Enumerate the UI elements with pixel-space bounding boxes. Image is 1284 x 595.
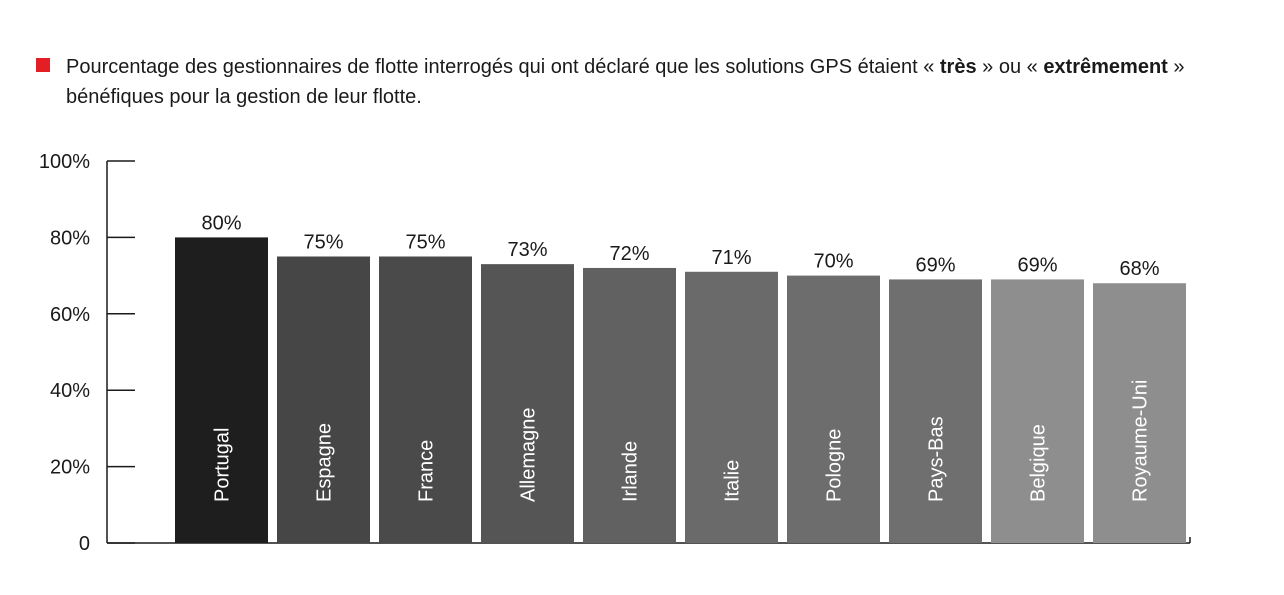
legend-text-part1: Pourcentage des gestionnaires de flotte …	[66, 56, 940, 78]
bar-espagne	[277, 256, 370, 543]
legend-swatch	[36, 58, 50, 72]
bar-royaume-uni	[1093, 283, 1186, 543]
category-label: Pologne	[824, 429, 846, 502]
bar-irlande	[583, 267, 676, 543]
data-label: 73%	[507, 239, 547, 261]
category-label: France	[416, 440, 438, 502]
category-label: Allemagne	[518, 407, 540, 502]
data-label: 69%	[1017, 254, 1057, 276]
legend-text: Pourcentage des gestionnaires de flotte …	[66, 52, 1216, 112]
y-tick-label: 100%	[39, 151, 90, 173]
bar-france	[379, 256, 472, 543]
bar-allemagne	[481, 264, 574, 543]
category-label: Portugal	[212, 428, 234, 503]
bar-pologne	[787, 275, 880, 543]
data-label: 72%	[609, 243, 649, 265]
bar-italie	[685, 271, 778, 543]
labels: 80% Portugal 75% Espagne 75% France 73% Allemag…	[201, 212, 1159, 502]
bar-pays-bas	[889, 279, 982, 543]
bar-belgique	[991, 279, 1084, 543]
legend-bold-extremement: extrêmement	[1043, 56, 1168, 78]
legend-text-part3: » bénéfiques pour la gestion de leur flo…	[66, 56, 1185, 108]
data-label: 75%	[405, 232, 445, 254]
legend-text-part2: » ou «	[976, 56, 1044, 78]
legend-bold-tres: très	[939, 56, 977, 78]
y-tick-label: 40%	[50, 380, 90, 402]
category-label: Pays-Bas	[926, 416, 948, 502]
category-label: Irlande	[620, 441, 642, 502]
data-label: 75%	[303, 232, 343, 254]
y-tick-label: 20%	[50, 457, 90, 479]
y-tick-label: 0	[79, 533, 90, 555]
data-label: 69%	[915, 254, 955, 276]
category-label: Italie	[722, 460, 744, 502]
bar-portugal	[175, 237, 268, 543]
y-tick-label: 80%	[50, 227, 90, 249]
data-label: 71%	[711, 247, 751, 269]
data-label: 68%	[1119, 258, 1159, 280]
data-label: 70%	[813, 251, 853, 273]
data-label: 80%	[201, 212, 241, 234]
category-label: Espagne	[314, 423, 336, 502]
bars	[175, 237, 1186, 543]
y-tick-label: 60%	[50, 304, 90, 326]
category-label: Belgique	[1028, 424, 1050, 502]
category-label: Royaume-Uni	[1130, 380, 1152, 502]
